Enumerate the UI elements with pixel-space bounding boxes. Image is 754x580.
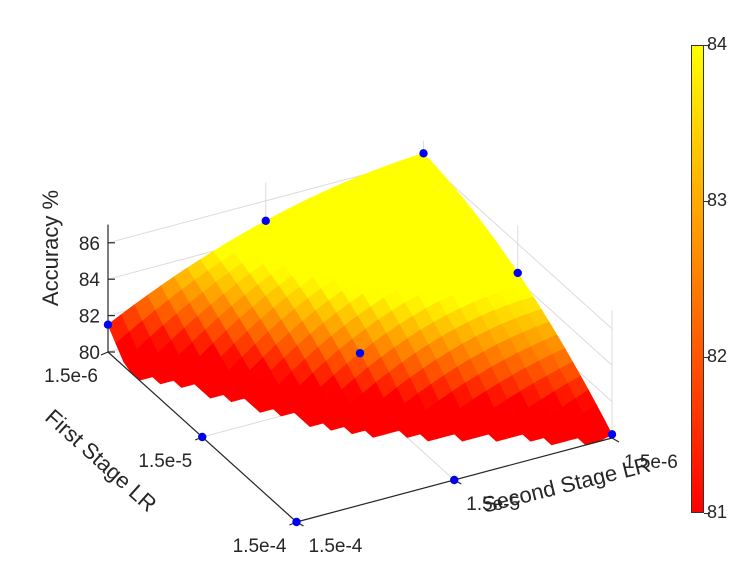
data-point <box>198 432 207 442</box>
colorbar-tick <box>704 357 710 358</box>
surface-patch <box>453 425 476 442</box>
data-point <box>607 430 617 439</box>
data-point <box>261 216 270 226</box>
z-tick-label: 84 <box>79 270 101 291</box>
colorbar-tick <box>704 45 710 46</box>
colorbar-tick-label: 83 <box>707 190 728 210</box>
data-point <box>419 149 428 158</box>
colorbar-tick-label: 81 <box>707 502 728 522</box>
surface-patch <box>419 427 442 442</box>
second-stage-tick-label: 1.5e-6 <box>624 452 678 473</box>
data-point <box>450 475 459 485</box>
data-point <box>355 348 365 358</box>
surface-patch <box>488 425 511 442</box>
z-tick-label: 80 <box>79 343 100 364</box>
colorbar-tick-label: 82 <box>707 346 728 366</box>
second-stage-tick-label: 1.5e-5 <box>466 494 520 515</box>
colorbar <box>691 45 704 513</box>
z-tick-label: 86 <box>79 234 100 255</box>
first-stage-tick-label: 1.5e-6 <box>44 366 98 387</box>
surface-patch <box>364 424 387 438</box>
second-stage-axis-title: Second Stage LR <box>479 452 652 518</box>
data-point <box>292 517 301 527</box>
surface-patch <box>543 432 566 446</box>
first-stage-tick <box>100 351 109 356</box>
first-stage-tick-label: 1.5e-5 <box>138 451 192 472</box>
z-tick-label: 82 <box>79 307 100 328</box>
surface <box>107 152 613 446</box>
first-stage-tick-label: 1.5e-4 <box>233 536 287 557</box>
second-stage-tick <box>611 437 620 443</box>
data-point <box>513 268 522 278</box>
data-point <box>103 320 113 329</box>
z-axis-title: Accuracy % <box>38 190 63 306</box>
second-stage-tick-label: 1.5e-4 <box>309 536 363 557</box>
colorbar-tick <box>704 513 710 514</box>
colorbar-tick <box>704 201 710 202</box>
data-points <box>103 149 617 527</box>
colorbar-tick-label: 84 <box>707 34 728 54</box>
